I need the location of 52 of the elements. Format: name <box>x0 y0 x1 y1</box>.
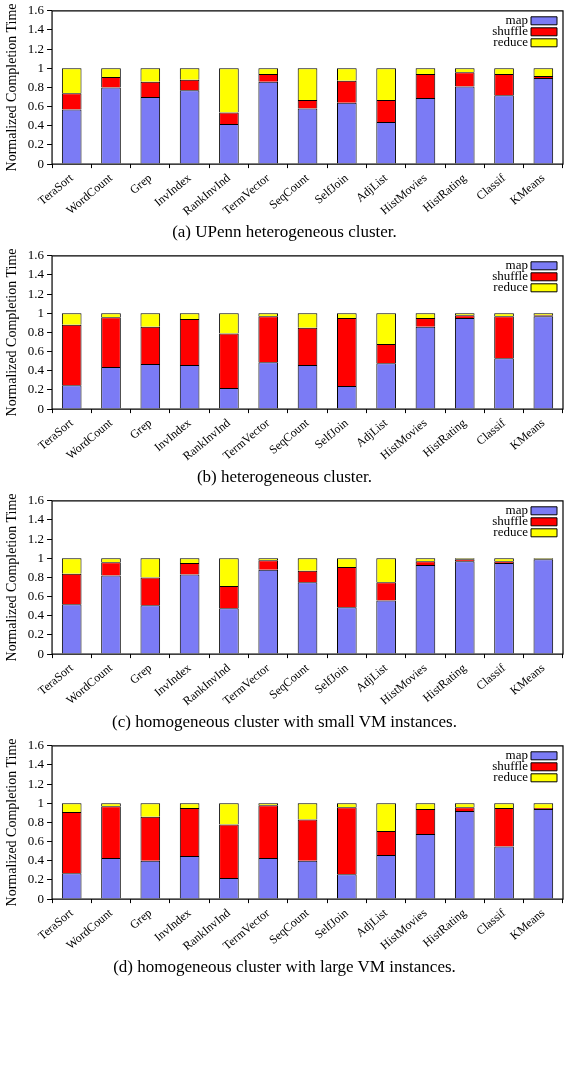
legend-label: reduce <box>493 34 529 50</box>
text: (a) UPenn heterogeneous cluster. <box>171 222 398 243</box>
y-tick-label: 1.4 <box>27 21 45 37</box>
y-tick-label: 1.6 <box>27 247 45 263</box>
y-tick-label: 1.6 <box>27 737 45 753</box>
y-tick-label: 0.6 <box>27 588 45 604</box>
y-tick-label: 0.2 <box>27 381 45 397</box>
y-tick-label: 0.2 <box>27 626 45 642</box>
y-tick-label: 0.4 <box>27 607 45 623</box>
text: (b) heterogeneous cluster. <box>195 467 374 488</box>
text: (c) homogeneous cluster with small VM instances. <box>111 712 458 733</box>
y-tick-label: 1 <box>37 794 45 810</box>
y-tick-label: 0 <box>37 890 45 906</box>
y-tick-label: 0 <box>37 645 45 661</box>
y-tick-label: 0.8 <box>27 78 45 94</box>
y-tick-label: 0.6 <box>27 343 45 359</box>
y-tick-label: 0.4 <box>27 362 45 378</box>
y-axis-title: Normalized Completion Time <box>4 738 20 907</box>
y-tick-label: 0.2 <box>27 136 45 152</box>
y-tick-label: 0.8 <box>27 568 45 584</box>
y-tick-label: 1.2 <box>27 775 45 791</box>
y-tick-label: 0 <box>37 155 45 171</box>
legend-label: reduce <box>493 769 529 785</box>
y-tick-label: 0.6 <box>27 833 45 849</box>
y-tick-label: 0.8 <box>27 813 45 829</box>
y-tick-label: 1.6 <box>27 492 45 508</box>
y-tick-label: 1 <box>37 304 45 320</box>
y-tick-label: 1.2 <box>27 285 45 301</box>
y-tick-label: 1.6 <box>27 2 45 18</box>
y-axis-title: Normalized Completion Time <box>4 3 20 172</box>
y-tick-label: 1.4 <box>27 511 45 527</box>
y-tick-label: 0.4 <box>27 117 45 133</box>
x-tick-label: Grep <box>126 170 155 197</box>
y-tick-label: 1.4 <box>27 756 45 772</box>
x-tick-label: Grep <box>126 660 155 687</box>
y-tick-label: 0.6 <box>27 98 45 114</box>
legend-label: reduce <box>493 524 529 540</box>
y-axis-title: Normalized Completion Time <box>4 248 20 417</box>
y-tick-label: 1 <box>37 549 45 565</box>
y-tick-label: 1.4 <box>27 266 45 282</box>
y-tick-label: 1.2 <box>27 530 45 546</box>
y-tick-label: 0.2 <box>27 871 45 887</box>
y-axis-title: Normalized Completion Time <box>4 493 20 662</box>
y-tick-label: 1.2 <box>27 40 45 56</box>
y-tick-label: 0.8 <box>27 323 45 339</box>
text: (d) homogeneous cluster with large VM instances. <box>112 957 457 978</box>
legend-label: reduce <box>493 279 529 295</box>
y-tick-label: 0 <box>37 400 45 416</box>
y-tick-label: 1 <box>37 59 45 75</box>
x-tick-label: Grep <box>126 905 155 932</box>
y-tick-label: 0.4 <box>27 852 45 868</box>
x-tick-label: Grep <box>126 415 155 442</box>
